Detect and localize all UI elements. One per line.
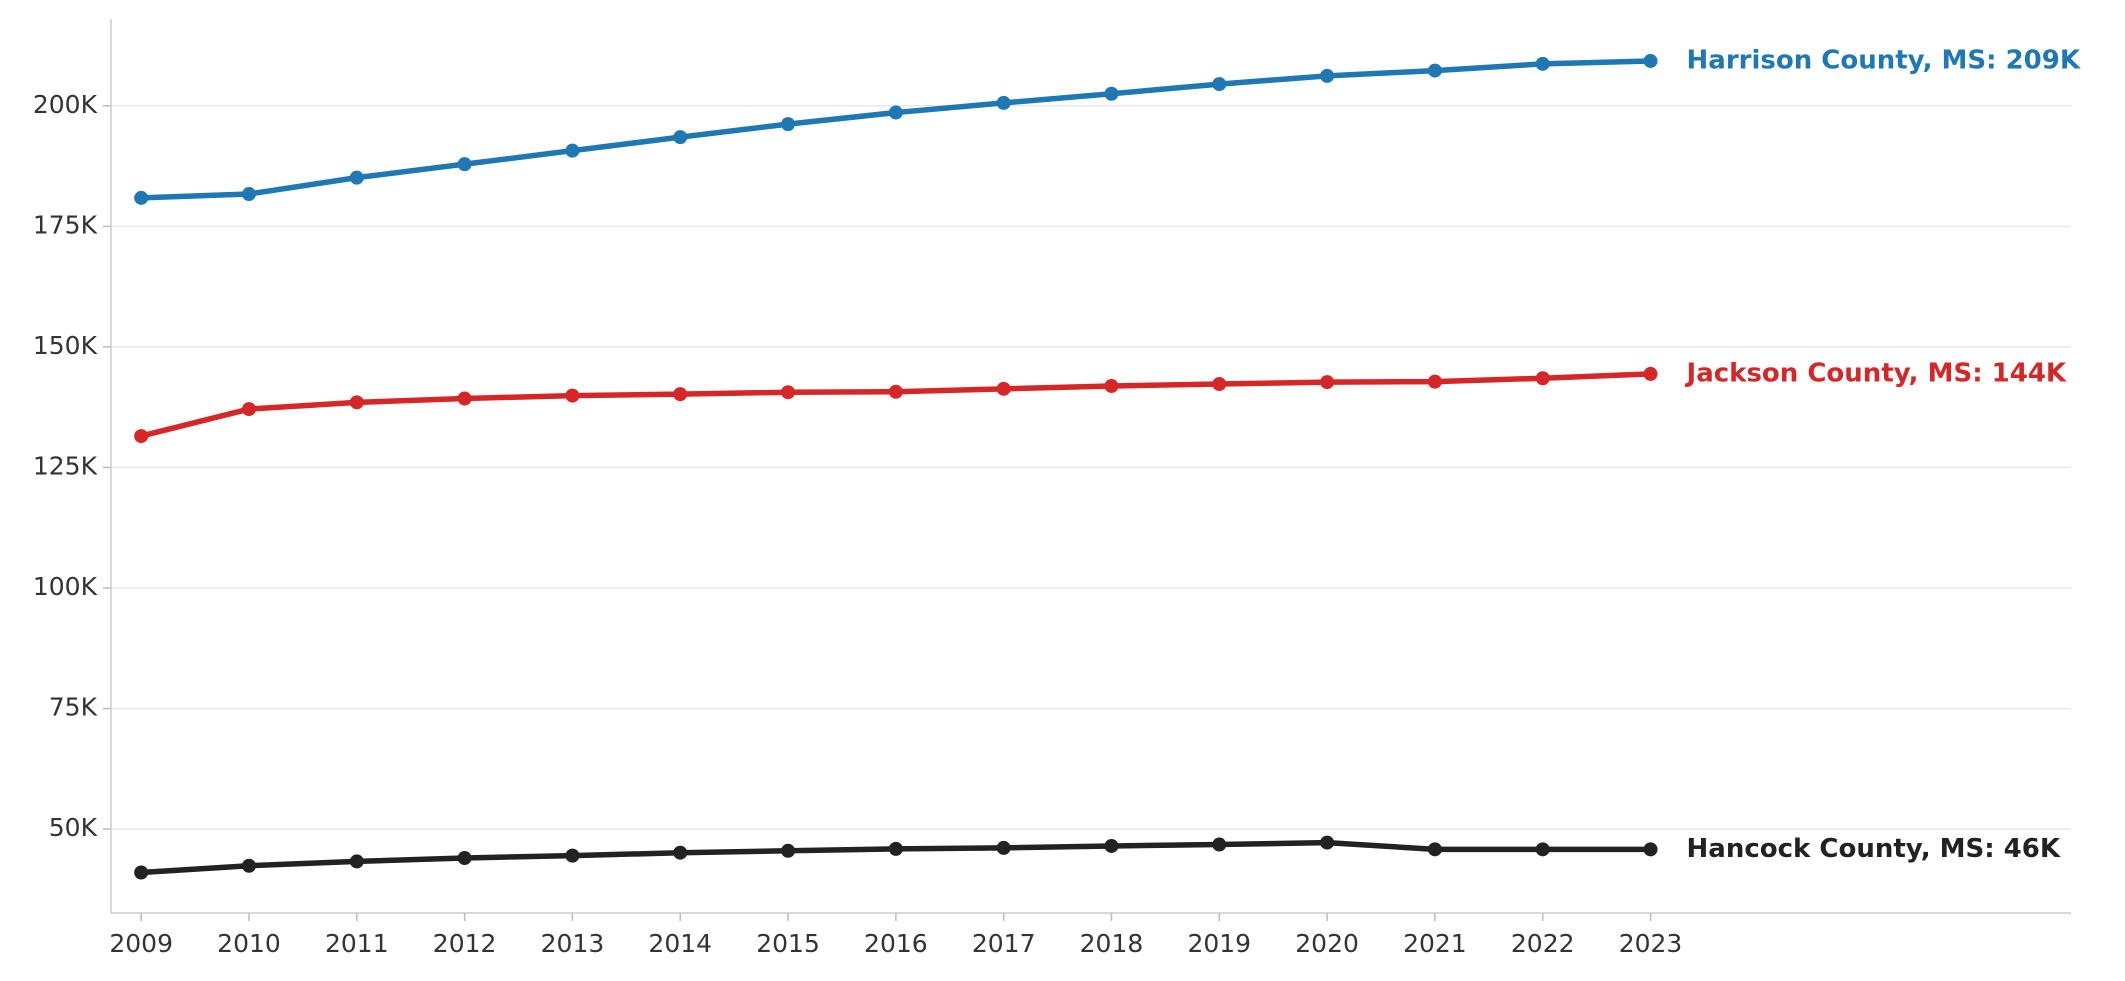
point	[241, 858, 256, 873]
point	[134, 865, 149, 880]
point	[888, 105, 903, 120]
point	[781, 385, 796, 400]
point	[996, 95, 1011, 110]
y-tick-label: 50K	[49, 813, 98, 842]
point	[1104, 86, 1119, 101]
point	[1427, 842, 1442, 857]
point	[1104, 838, 1119, 853]
point	[241, 402, 256, 417]
point	[1535, 842, 1550, 857]
point	[457, 391, 472, 406]
point	[888, 384, 903, 399]
y-tick-label: 175K	[33, 210, 98, 239]
x-tick-label: 2019	[1187, 929, 1251, 958]
point	[888, 841, 903, 856]
series-label: Hancock County, MS: 46K	[1687, 834, 2061, 864]
point	[673, 845, 688, 860]
series-line	[141, 58, 1651, 201]
point	[1212, 377, 1227, 392]
point	[1212, 77, 1227, 92]
series-label: Jackson County, MS: 144K	[1685, 358, 2067, 388]
point	[996, 840, 1011, 855]
point	[673, 387, 688, 402]
point	[1320, 835, 1335, 850]
point	[457, 851, 472, 866]
point	[781, 843, 796, 858]
point	[565, 848, 580, 863]
x-tick-label: 2020	[1295, 929, 1359, 958]
x-tick-label: 2015	[756, 929, 820, 958]
y-tick-label: 200K	[33, 90, 98, 119]
point	[1535, 371, 1550, 386]
point	[1320, 68, 1335, 83]
point	[1643, 842, 1658, 857]
x-tick-label: 2022	[1511, 929, 1575, 958]
point	[1427, 374, 1442, 389]
point	[241, 187, 256, 202]
series-label: Harrison County, MS: 209K	[1687, 45, 2081, 75]
y-tick-label: 150K	[33, 331, 98, 360]
point	[1643, 366, 1658, 381]
point	[1212, 837, 1227, 852]
point	[134, 190, 149, 205]
x-tick-label: 2009	[109, 929, 173, 958]
point	[565, 143, 580, 158]
x-tick-label: 2011	[325, 929, 389, 958]
point	[349, 170, 364, 185]
x-tick-label: 2016	[864, 929, 928, 958]
point	[1320, 375, 1335, 390]
y-tick-label: 100K	[33, 572, 98, 601]
point	[1643, 53, 1658, 68]
x-tick-label: 2012	[433, 929, 497, 958]
x-tick-label: 2018	[1080, 929, 1144, 958]
point	[673, 130, 688, 145]
x-tick-label: 2010	[217, 929, 281, 958]
point	[565, 388, 580, 403]
point	[349, 395, 364, 410]
point	[1535, 56, 1550, 71]
point	[457, 157, 472, 172]
x-tick-label: 2021	[1403, 929, 1467, 958]
y-tick-label: 125K	[33, 451, 98, 480]
x-tick-label: 2014	[648, 929, 712, 958]
y-tick-label: 75K	[49, 693, 98, 722]
point	[349, 854, 364, 869]
x-tick-label: 2023	[1619, 929, 1683, 958]
point	[1427, 63, 1442, 78]
series-line	[140, 371, 1651, 439]
x-tick-label: 2017	[972, 929, 1036, 958]
point	[1104, 378, 1119, 393]
point	[134, 429, 149, 444]
point	[781, 117, 796, 132]
x-tick-label: 2013	[541, 929, 605, 958]
point	[996, 381, 1011, 396]
